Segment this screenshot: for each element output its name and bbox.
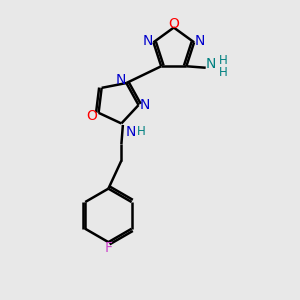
Text: N: N — [206, 57, 216, 71]
Text: H: H — [219, 54, 228, 67]
Text: F: F — [104, 241, 112, 255]
Text: O: O — [168, 17, 179, 31]
Text: H: H — [219, 66, 228, 79]
Text: O: O — [87, 109, 98, 123]
Text: N: N — [143, 34, 153, 48]
Text: H: H — [137, 125, 146, 138]
Text: N: N — [115, 73, 126, 87]
Text: N: N — [139, 98, 150, 112]
Text: N: N — [125, 124, 136, 139]
Text: N: N — [194, 34, 205, 48]
